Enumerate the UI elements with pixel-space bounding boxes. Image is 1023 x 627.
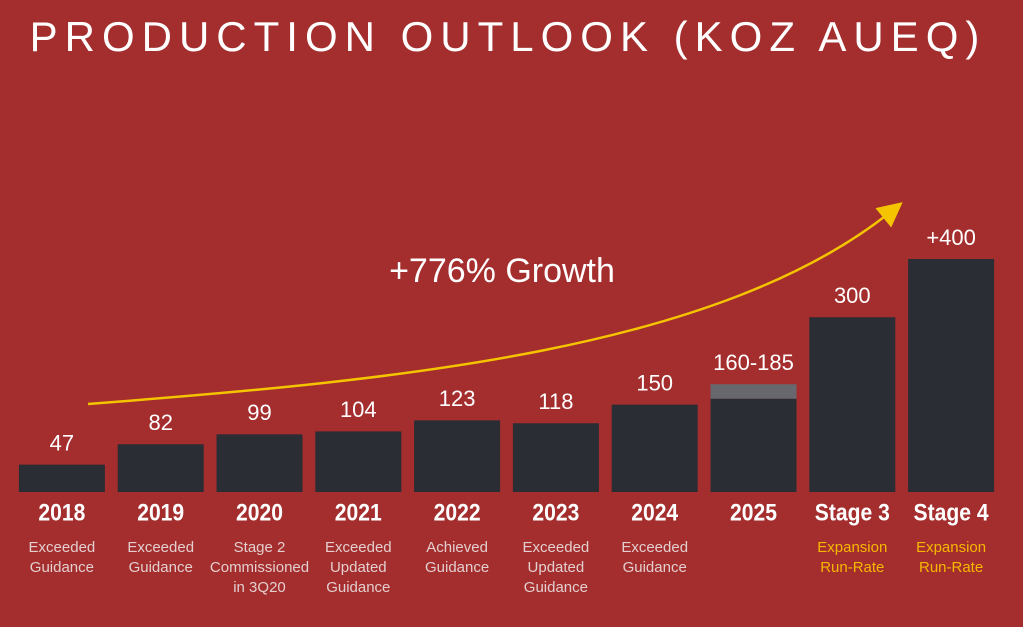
bar [414, 420, 501, 492]
category-note: Run-Rate [919, 559, 983, 576]
category-note: Achieved [426, 539, 488, 556]
category-note: Run-Rate [820, 559, 884, 576]
x-tick-label: 2022 [434, 499, 481, 526]
value-label: 47 [50, 430, 74, 455]
annotation: +776% Growth [389, 252, 615, 290]
category-note: in 3Q20 [233, 579, 286, 596]
category-note: Guidance [129, 559, 193, 576]
x-tick-label: 2025 [730, 499, 777, 526]
category-note: Guidance [623, 559, 687, 576]
value-label: 300 [834, 283, 871, 308]
category-note: Exceeded [127, 539, 194, 556]
bar [809, 317, 896, 492]
bar [315, 431, 402, 492]
category-note: Stage 2 [234, 539, 286, 556]
value-label: +400 [926, 225, 976, 250]
value-label: 160-185 [713, 350, 794, 375]
bar [611, 404, 698, 492]
range-bar [710, 384, 797, 399]
category-note: Expansion [916, 539, 986, 556]
bar [216, 434, 303, 492]
value-label: 99 [247, 400, 271, 425]
bar [908, 259, 995, 492]
category-note: Exceeded [621, 539, 688, 556]
category-note: Guidance [524, 579, 588, 596]
x-tick-label: Stage 4 [914, 499, 989, 526]
category-note: Guidance [30, 559, 94, 576]
x-tick-label: 2023 [532, 499, 579, 526]
category-note: Guidance [425, 559, 489, 576]
value-label: 150 [636, 370, 673, 395]
category-note: Exceeded [29, 539, 96, 556]
x-tick-label: 2024 [631, 499, 678, 526]
bar [512, 423, 599, 492]
category-note: Commissioned [210, 559, 309, 576]
x-tick-label: 2020 [236, 499, 283, 526]
bar [117, 444, 204, 492]
chart-title: PRODUCTION OUTLOOK (KOZ AUEQ) [30, 13, 987, 60]
category-note: Expansion [817, 539, 887, 556]
value-label: 104 [340, 397, 377, 422]
bar [710, 398, 797, 492]
value-label: 82 [148, 410, 172, 435]
category-note: Guidance [326, 579, 390, 596]
bar [18, 464, 105, 492]
category-note: Updated [330, 559, 387, 576]
value-label: 123 [439, 386, 476, 411]
category-note: Exceeded [523, 539, 590, 556]
x-tick-label: 2021 [335, 499, 382, 526]
category-note: Updated [528, 559, 585, 576]
category-note: Exceeded [325, 539, 392, 556]
x-tick-label: 2018 [38, 499, 85, 526]
x-tick-label: Stage 3 [815, 499, 890, 526]
growth-arrow [87, 202, 903, 406]
value-label: 118 [538, 389, 573, 414]
x-tick-label: 2019 [137, 499, 184, 526]
